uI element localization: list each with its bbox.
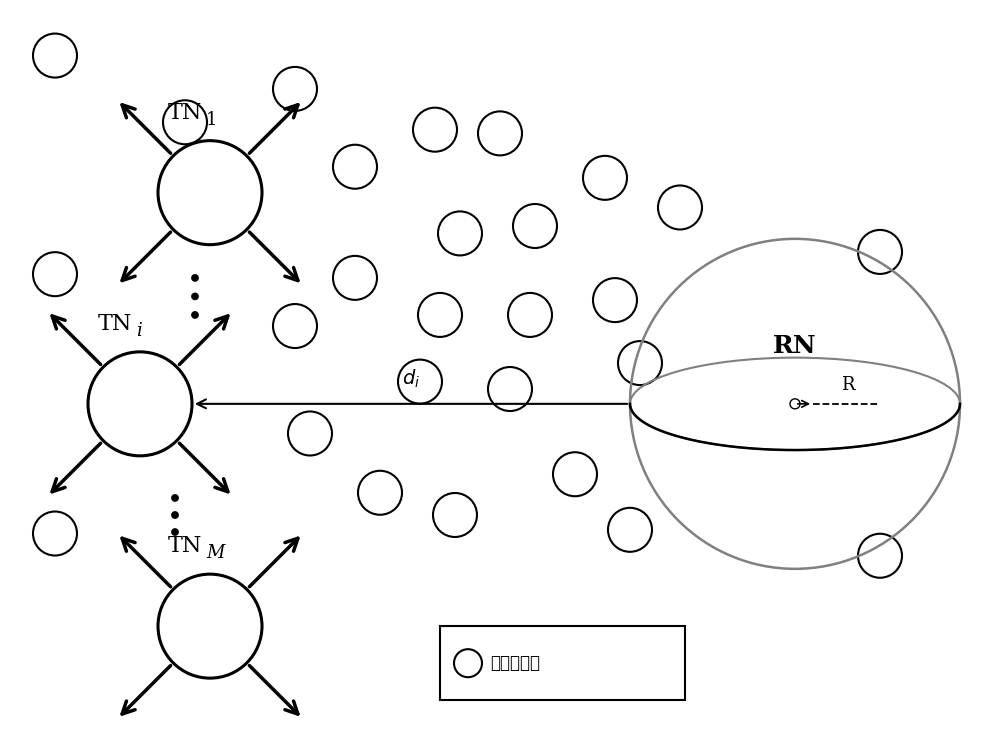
- Text: 1: 1: [206, 110, 218, 129]
- Text: RN: RN: [773, 334, 817, 358]
- Text: M: M: [206, 544, 224, 562]
- Text: R: R: [841, 376, 854, 394]
- Text: $d_i$: $d_i$: [402, 368, 420, 390]
- Text: TN: TN: [98, 313, 132, 335]
- Circle shape: [172, 528, 178, 536]
- Text: ：信息分子: ：信息分子: [490, 654, 540, 672]
- Circle shape: [192, 293, 198, 300]
- Circle shape: [172, 511, 178, 519]
- Text: TN: TN: [168, 102, 202, 124]
- Circle shape: [192, 274, 198, 282]
- Circle shape: [172, 494, 178, 502]
- Text: TN: TN: [168, 535, 202, 557]
- Circle shape: [192, 311, 198, 319]
- Bar: [440, 626, 685, 700]
- Text: i: i: [136, 322, 142, 340]
